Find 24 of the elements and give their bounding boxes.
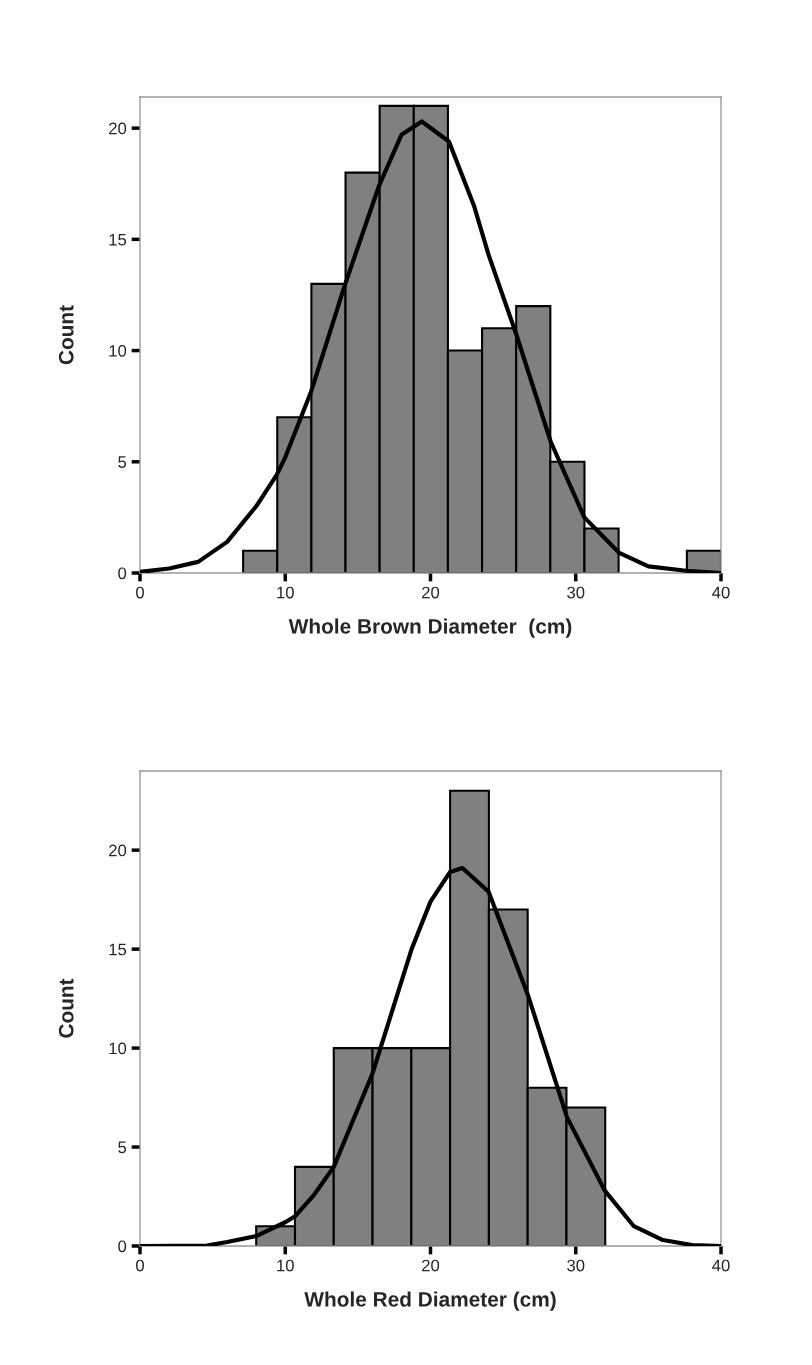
y-tick-label: 5 — [118, 1141, 127, 1154]
x-axis-title: Whole Red Diameter (cm) — [304, 1291, 556, 1311]
x-tick-label: 0 — [136, 586, 144, 599]
x-tick-label: 20 — [422, 1259, 440, 1272]
x-tick-label: 20 — [422, 586, 440, 599]
x-tick-label: 10 — [277, 1259, 294, 1272]
y-tick-label: 0 — [118, 1240, 127, 1253]
x-tick-label: 0 — [136, 1259, 144, 1272]
x-tick-label: 40 — [712, 1259, 730, 1272]
y-tick-label: 10 — [109, 1042, 127, 1055]
x-tick-label: 30 — [567, 1259, 585, 1272]
y-tick-label: 15 — [109, 943, 127, 956]
x-tick-label: 40 — [712, 586, 730, 599]
y-tick-label: 0 — [118, 567, 127, 580]
y-tick-label: 20 — [109, 844, 127, 857]
y-tick-label: 15 — [109, 233, 127, 246]
y-axis-title: Count — [58, 305, 74, 365]
y-axis-title: Count — [58, 978, 74, 1038]
x-axis-title: Whole Brown Diameter (cm) — [288, 618, 572, 638]
x-tick-label: 10 — [277, 586, 294, 599]
y-tick-label: 20 — [109, 122, 127, 135]
y-tick-label: 5 — [118, 456, 127, 468]
y-tick-label: 10 — [109, 344, 127, 357]
x-tick-label: 30 — [567, 586, 585, 599]
